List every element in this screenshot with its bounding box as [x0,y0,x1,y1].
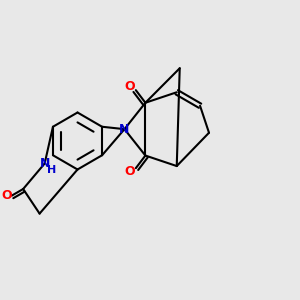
Text: H: H [46,165,56,175]
Text: O: O [124,80,135,93]
Text: O: O [124,165,135,178]
Text: N: N [40,157,50,170]
Text: N: N [119,123,130,136]
Text: O: O [1,189,12,202]
